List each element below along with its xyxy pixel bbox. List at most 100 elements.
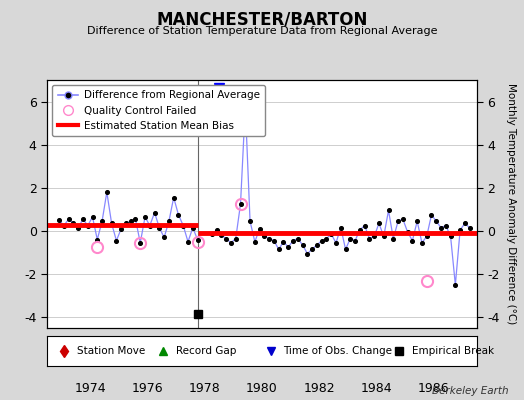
Point bbox=[375, 220, 383, 227]
Text: Record Gap: Record Gap bbox=[176, 346, 236, 356]
Text: MANCHESTER/BARTON: MANCHESTER/BARTON bbox=[156, 10, 368, 28]
Point bbox=[361, 222, 369, 229]
Text: 1982: 1982 bbox=[303, 382, 335, 395]
Point bbox=[327, 231, 335, 237]
Point bbox=[103, 189, 111, 195]
Point bbox=[136, 240, 145, 246]
Text: 1978: 1978 bbox=[189, 382, 221, 395]
Point bbox=[270, 238, 278, 244]
Point bbox=[298, 242, 307, 248]
Point bbox=[150, 210, 159, 216]
Point bbox=[260, 233, 269, 240]
Point bbox=[346, 235, 355, 242]
Text: Time of Obs. Change: Time of Obs. Change bbox=[283, 346, 392, 356]
Point bbox=[465, 224, 474, 231]
Point bbox=[179, 222, 188, 229]
Point bbox=[289, 238, 297, 244]
Legend: Difference from Regional Average, Quality Control Failed, Estimated Station Mean: Difference from Regional Average, Qualit… bbox=[52, 85, 265, 136]
Point bbox=[308, 246, 316, 252]
Point bbox=[356, 227, 364, 233]
Point bbox=[370, 233, 378, 240]
Point bbox=[332, 240, 340, 246]
Point bbox=[227, 240, 235, 246]
Point bbox=[365, 235, 374, 242]
Point bbox=[408, 238, 417, 244]
Point bbox=[250, 238, 259, 245]
Point bbox=[275, 246, 283, 252]
Point bbox=[246, 218, 254, 224]
Point bbox=[322, 235, 331, 242]
Point bbox=[389, 235, 398, 242]
Point bbox=[351, 238, 359, 244]
Point bbox=[217, 232, 226, 238]
Text: 1974: 1974 bbox=[74, 382, 106, 395]
Point bbox=[69, 220, 78, 227]
Y-axis label: Monthly Temperature Anomaly Difference (°C): Monthly Temperature Anomaly Difference (… bbox=[506, 83, 516, 325]
Point bbox=[126, 218, 135, 224]
Point bbox=[64, 216, 73, 222]
Point bbox=[279, 238, 288, 245]
Point bbox=[437, 224, 445, 231]
Point bbox=[303, 250, 312, 257]
Point bbox=[83, 222, 92, 229]
Point bbox=[55, 217, 63, 223]
Point bbox=[93, 236, 102, 243]
Point bbox=[208, 231, 216, 237]
Text: 1980: 1980 bbox=[246, 382, 278, 395]
Point bbox=[403, 229, 412, 235]
Text: 1986: 1986 bbox=[418, 382, 450, 395]
Point bbox=[89, 214, 97, 220]
Point bbox=[132, 216, 140, 222]
Point bbox=[189, 224, 197, 231]
Point bbox=[418, 240, 426, 246]
Text: 1976: 1976 bbox=[132, 382, 163, 395]
Point bbox=[442, 222, 450, 229]
Point bbox=[98, 218, 106, 224]
Text: 1984: 1984 bbox=[361, 382, 392, 395]
Point bbox=[155, 224, 163, 231]
Point bbox=[432, 218, 441, 224]
Point bbox=[107, 220, 116, 227]
Point bbox=[212, 227, 221, 233]
Point bbox=[117, 226, 125, 232]
Text: Difference of Station Temperature Data from Regional Average: Difference of Station Temperature Data f… bbox=[87, 26, 437, 36]
Point bbox=[451, 282, 460, 288]
Point bbox=[427, 212, 435, 218]
Point bbox=[122, 220, 130, 227]
Point bbox=[236, 201, 245, 207]
Text: Empirical Break: Empirical Break bbox=[412, 346, 495, 356]
Text: Berkeley Earth: Berkeley Earth bbox=[432, 386, 508, 396]
Point bbox=[336, 224, 345, 231]
Point bbox=[399, 216, 407, 222]
Point bbox=[174, 212, 183, 218]
Point bbox=[193, 236, 202, 243]
Point bbox=[341, 246, 350, 252]
Point bbox=[461, 220, 469, 227]
Point bbox=[456, 227, 464, 233]
Point bbox=[265, 235, 274, 242]
Point bbox=[284, 244, 292, 250]
Point bbox=[112, 238, 121, 244]
Point bbox=[394, 218, 402, 224]
Point bbox=[169, 194, 178, 201]
Point bbox=[79, 216, 87, 222]
Point bbox=[384, 207, 392, 214]
Point bbox=[318, 238, 326, 244]
Point bbox=[232, 235, 240, 242]
Point bbox=[60, 222, 68, 229]
Point bbox=[446, 233, 455, 240]
Point bbox=[241, 103, 249, 109]
Point bbox=[222, 235, 231, 242]
Text: Station Move: Station Move bbox=[77, 346, 146, 356]
Point bbox=[293, 235, 302, 242]
Point bbox=[413, 218, 421, 224]
Point bbox=[313, 242, 321, 248]
Point bbox=[255, 226, 264, 232]
Point bbox=[422, 233, 431, 240]
Point bbox=[165, 218, 173, 224]
Point bbox=[146, 222, 154, 229]
Point bbox=[379, 233, 388, 240]
Point bbox=[74, 224, 82, 231]
Point bbox=[141, 214, 149, 220]
Point bbox=[160, 234, 168, 241]
